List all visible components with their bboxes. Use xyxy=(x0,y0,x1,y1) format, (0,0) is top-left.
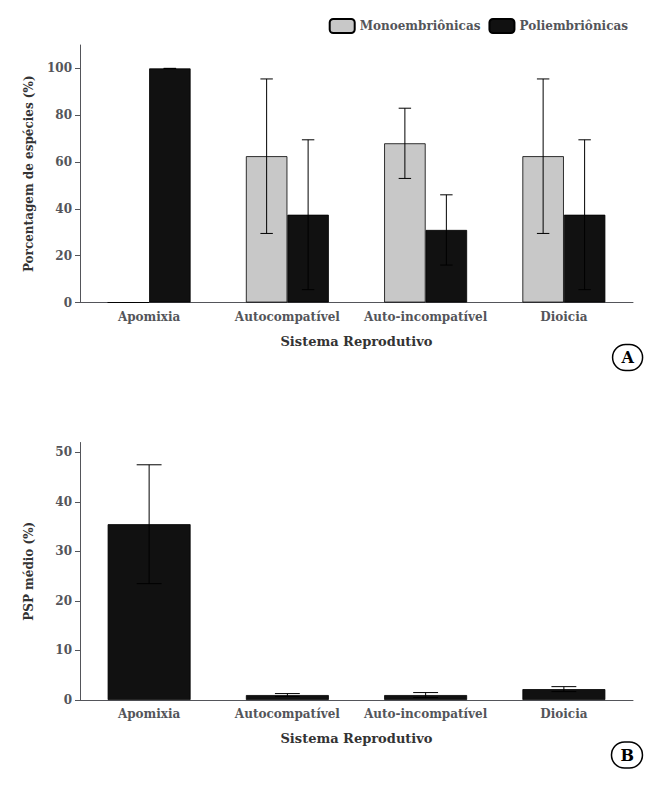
svg-text:20: 20 xyxy=(55,594,72,608)
svg-text:Auto-incompatível: Auto-incompatível xyxy=(363,310,488,324)
svg-text:80: 80 xyxy=(55,108,72,122)
svg-text:40: 40 xyxy=(55,202,72,216)
svg-text:Autocompatível: Autocompatível xyxy=(234,707,340,721)
svg-text:30: 30 xyxy=(55,544,72,558)
svg-text:Sistema Reprodutivo: Sistema Reprodutivo xyxy=(280,334,432,349)
svg-text:0: 0 xyxy=(64,693,72,707)
svg-text:Poliembriônicas: Poliembriônicas xyxy=(519,19,628,33)
svg-text:60: 60 xyxy=(55,155,72,169)
svg-text:Autocompatível: Autocompatível xyxy=(234,310,340,324)
svg-text:Dioicia: Dioicia xyxy=(540,707,587,721)
svg-text:B: B xyxy=(620,746,634,765)
svg-text:0: 0 xyxy=(64,296,72,310)
svg-text:Monoembriônicas: Monoembriônicas xyxy=(360,19,481,33)
svg-text:Apomixia: Apomixia xyxy=(117,310,181,324)
svg-text:Apomixia: Apomixia xyxy=(117,707,181,721)
svg-text:Dioicia: Dioicia xyxy=(540,310,587,324)
svg-text:50: 50 xyxy=(55,445,72,459)
svg-text:10: 10 xyxy=(55,643,72,657)
svg-text:Sistema Reprodutivo: Sistema Reprodutivo xyxy=(280,731,432,746)
svg-text:A: A xyxy=(621,348,635,367)
svg-text:20: 20 xyxy=(55,249,72,263)
svg-text:Porcentagem de espécies (%): Porcentagem de espécies (%) xyxy=(22,75,36,272)
svg-text:Auto-incompatível: Auto-incompatível xyxy=(363,707,488,721)
svg-text:PSP médio (%): PSP médio (%) xyxy=(22,522,36,621)
svg-text:40: 40 xyxy=(55,495,72,509)
svg-text:100: 100 xyxy=(47,61,72,75)
